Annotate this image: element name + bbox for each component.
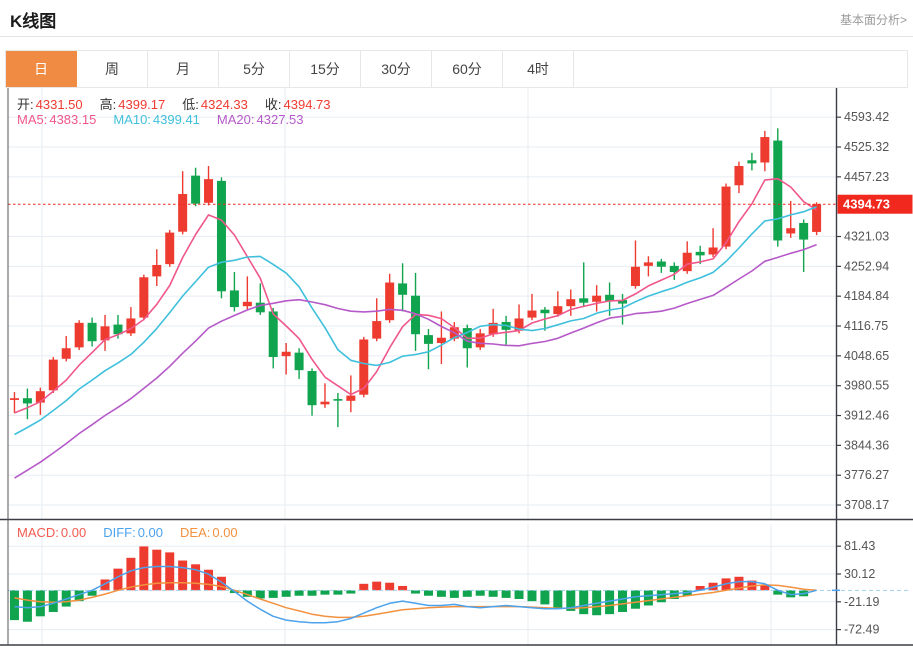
ma10-line	[14, 206, 817, 436]
axis-label: -72.49	[844, 623, 879, 637]
axis-label: 4457.23	[844, 170, 889, 184]
tab-week[interactable]: 周	[77, 51, 148, 87]
axis-label: 4321.03	[844, 230, 889, 244]
macd-histogram	[9, 546, 809, 622]
diff-value: DIFF: 0.00	[103, 525, 164, 540]
axis-label: 4048.65	[844, 349, 889, 363]
price-axis: 4593.42 4525.32 4457.23 4321.03 4252.94 4184.…	[832, 110, 889, 637]
macd-value: MACD: 0.00	[17, 525, 87, 540]
axis-label: 3844.36	[844, 438, 889, 452]
ma5-value: MA5: 4383.15	[17, 112, 97, 127]
dea-value: DEA: 0.00	[180, 525, 238, 540]
axis-label: 3912.46	[844, 409, 889, 423]
axis-label: 4184.84	[844, 289, 889, 303]
period-tab-bar: 日 周 月 5分 15分 30分 60分 4时	[5, 50, 908, 88]
tab-5min[interactable]: 5分	[219, 51, 290, 87]
svg-text:4394.73: 4394.73	[843, 197, 890, 212]
ma20-value: MA20: 4327.53	[216, 112, 304, 127]
axis-label: 3708.17	[844, 498, 889, 512]
ma20-line	[14, 243, 817, 479]
tab-4hour[interactable]: 4时	[503, 51, 574, 87]
close-value: 收: 4394.73	[264, 97, 331, 112]
page-title: K线图	[10, 12, 57, 31]
open-value: 开: 4331.50	[17, 97, 83, 112]
fundamental-analysis-link[interactable]: 基本面分析>	[839, 13, 907, 27]
high-value: 高: 4399.17	[99, 97, 166, 112]
ohlc-legend: 开: 4331.50 高: 4399.17 低: 4324.33 收: 4394.73	[17, 94, 331, 113]
axis-label: 4525.32	[844, 140, 889, 154]
tab-month[interactable]: 月	[148, 51, 219, 87]
chart-frame	[0, 88, 913, 646]
axis-label: 81.43	[844, 539, 875, 553]
axis-label: 4252.94	[844, 259, 889, 273]
dea-line	[14, 581, 817, 619]
axis-label: 4593.42	[844, 110, 889, 124]
axis-label: 4116.75	[844, 319, 888, 333]
ma-legend: MA5: 4383.15 MA10: 4399.41 MA20: 4327.53	[17, 112, 304, 127]
header-divider	[0, 36, 913, 37]
axis-label: 3980.55	[844, 379, 889, 393]
axis-label: -21.19	[844, 595, 879, 609]
low-value: 低: 4324.33	[182, 97, 248, 112]
axis-label: 3776.27	[844, 468, 889, 482]
axis-label: 30.12	[844, 567, 875, 581]
price-tag: 4394.73	[837, 194, 913, 214]
tab-30min[interactable]: 30分	[361, 51, 432, 87]
ma10-value: MA10: 4399.41	[113, 112, 200, 127]
diff-line	[14, 565, 817, 624]
tab-day[interactable]: 日	[6, 51, 77, 87]
tab-60min[interactable]: 60分	[432, 51, 503, 87]
gridlines	[8, 88, 836, 645]
candles	[9, 128, 822, 428]
macd-legend: MACD: 0.00 DIFF: 0.00 DEA: 0.00	[17, 525, 238, 540]
tab-15min[interactable]: 15分	[290, 51, 361, 87]
